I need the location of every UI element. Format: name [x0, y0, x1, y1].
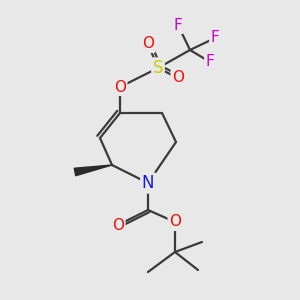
Text: S: S: [153, 59, 163, 77]
Text: F: F: [174, 17, 182, 32]
Polygon shape: [74, 165, 112, 176]
Text: O: O: [112, 218, 124, 232]
Text: O: O: [142, 37, 154, 52]
Text: O: O: [169, 214, 181, 230]
Text: O: O: [172, 70, 184, 86]
Text: N: N: [142, 174, 154, 192]
Text: O: O: [114, 80, 126, 94]
Text: F: F: [206, 55, 214, 70]
Text: F: F: [211, 31, 219, 46]
